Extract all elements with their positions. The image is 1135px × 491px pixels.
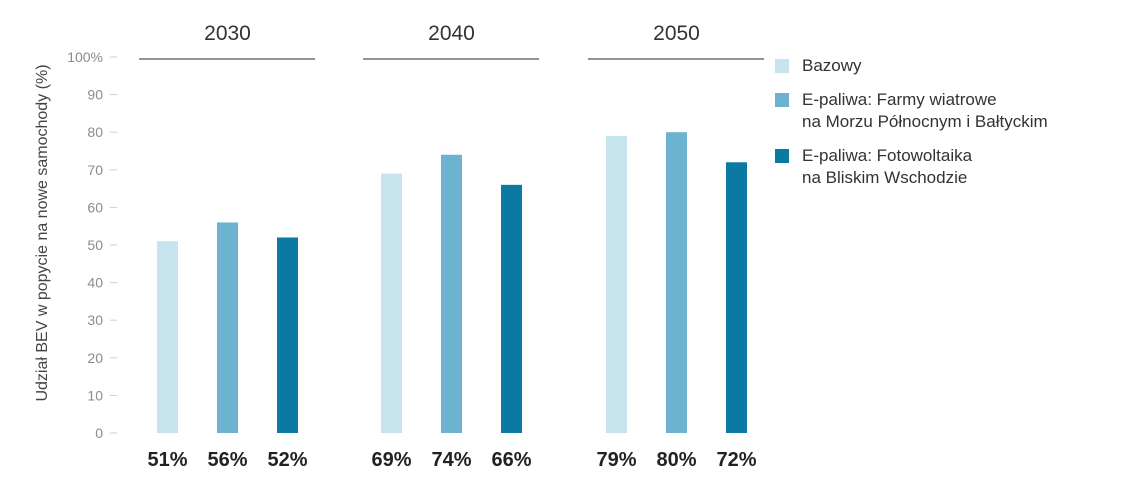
y-tick-label: 100%: [67, 49, 103, 65]
y-tick-label: 60: [87, 199, 103, 215]
legend-label-line: na Bliskim Wschodzie: [802, 168, 968, 187]
legend-label-line: E-paliwa: Fotowoltaika: [802, 146, 973, 165]
y-tick-label: 40: [87, 275, 103, 291]
bar-chart: Udział BEV w popycie na nowe samochody (…: [34, 22, 764, 471]
y-tick-label: 80: [87, 124, 103, 140]
bar: [666, 132, 687, 433]
bar-value-label: 80%: [656, 449, 696, 471]
bar-value-label: 52%: [267, 449, 307, 471]
legend-item: Bazowy: [775, 55, 1130, 77]
y-axis-ticks: 0 10 20 30 40 50 60 70 80 90 100%: [67, 49, 117, 441]
group-label: 2040: [428, 22, 475, 45]
group-label: 2030: [204, 22, 251, 45]
y-tick-label: 0: [95, 425, 103, 441]
bar-value-label: 79%: [596, 449, 636, 471]
value-labels: 51% 56% 52% 69% 74% 66% 79% 80% 72%: [147, 449, 756, 471]
bar-value-label: 72%: [716, 449, 756, 471]
bar: [501, 184, 522, 433]
y-axis-label: Udział BEV w popycie na nowe samochody (…: [34, 64, 51, 401]
bar: [217, 222, 238, 433]
legend-label-line: Bazowy: [802, 56, 862, 75]
group-headers: 2030 2040 2050: [139, 22, 764, 60]
y-tick-label: 30: [87, 312, 103, 328]
bar-value-label: 74%: [431, 449, 471, 471]
bar-value-label: 69%: [371, 449, 411, 471]
y-tick-label: 20: [87, 350, 103, 366]
bar: [157, 241, 178, 433]
y-tick-label: 70: [87, 162, 103, 178]
legend-label-line: na Morzu Północnym i Bałtyckim: [802, 112, 1048, 131]
legend-label: E-paliwa: Farmy wiatrowe na Morzu Północn…: [802, 89, 1048, 133]
legend-swatch: [775, 59, 789, 73]
bar: [277, 237, 298, 433]
bar: [381, 173, 402, 433]
legend-item: E-paliwa: Fotowoltaika na Bliskim Wschodz…: [775, 145, 1130, 189]
group-label: 2050: [653, 22, 700, 45]
bar: [726, 162, 747, 433]
bar-value-label: 66%: [491, 449, 531, 471]
bar-value-label: 51%: [147, 449, 187, 471]
bar-value-label: 56%: [207, 449, 247, 471]
y-tick-label: 90: [87, 87, 103, 103]
legend-label: Bazowy: [802, 55, 862, 77]
bars: [157, 132, 747, 433]
legend-item: E-paliwa: Farmy wiatrowe na Morzu Północn…: [775, 89, 1130, 133]
legend-label: E-paliwa: Fotowoltaika na Bliskim Wschodz…: [802, 145, 972, 189]
bar: [441, 154, 462, 433]
legend-label-line: E-paliwa: Farmy wiatrowe: [802, 90, 997, 109]
legend-swatch: [775, 93, 789, 107]
bar: [606, 135, 627, 433]
y-tick-label: 50: [87, 237, 103, 253]
legend-swatch: [775, 149, 789, 163]
y-tick-label: 10: [87, 387, 103, 403]
legend: Bazowy E-paliwa: Farmy wiatrowe na Morzu P…: [775, 55, 1130, 201]
